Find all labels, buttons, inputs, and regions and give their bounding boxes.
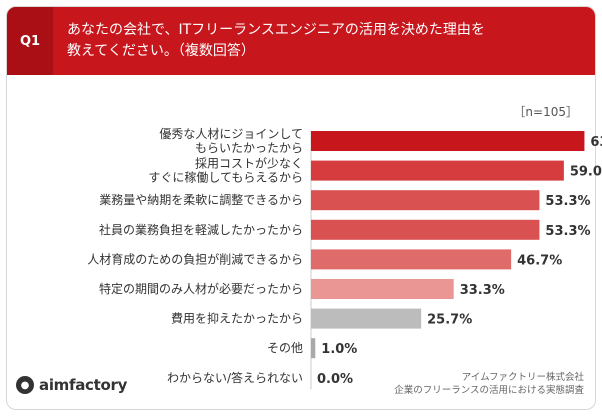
chart-category-label-line: 社員の業務負担を軽減したかったから (99, 222, 303, 237)
chart-bar (311, 308, 422, 329)
chart-value-label: 1.0% (321, 342, 357, 357)
question-line-2: 教えてください。（複数回答） (67, 43, 255, 59)
brand-logo: ● aimfactory (16, 376, 127, 394)
chart-category-label: その他 (267, 341, 303, 355)
chart-bar (311, 249, 512, 270)
chart-category-label: 優秀な人材にジョインしてもらいたかったから (159, 127, 303, 155)
chart-category-label-line: わからない/答えられない (167, 370, 303, 385)
source-credit: アイムファクトリー株式会社 企業のフリーランスの活用における実態調査 (394, 371, 584, 397)
chart-value-label: 33.3% (460, 283, 505, 298)
chart-bar (311, 160, 564, 181)
chart-category-label-line: 費用を抑えたかったから (171, 311, 303, 326)
question-text: あなたの会社で、ITフリーランスエンジニアの活用を決めた理由を 教えてください。… (67, 20, 567, 62)
chart-category-label: 費用を抑えたかったから (171, 311, 303, 326)
question-header: Q1 あなたの会社で、ITフリーランスエンジニアの活用を決めた理由を 教えてくだ… (7, 7, 595, 75)
chart-value-label: 59.0% (570, 165, 602, 180)
chart-category-label: 業務量や納期を柔軟に調整できるから (99, 192, 303, 207)
source-survey: 企業のフリーランスの活用における実態調査 (394, 385, 584, 396)
chart-category-label-line: 特定の期間のみ人材が必要だったから (99, 281, 303, 296)
chart-bar (311, 338, 316, 359)
question-number: Q1 (7, 7, 53, 75)
chart-category-label-line: 優秀な人材にジョインして (159, 127, 303, 141)
chart-category-label-line: 採用コストが少なく (195, 156, 303, 171)
question-line-1: あなたの会社で、ITフリーランスエンジニアの活用を決めた理由を (67, 22, 485, 38)
chart-category-label-line: 人材育成のための負担が削減できるから (87, 251, 303, 266)
elephant-icon: ● (16, 376, 34, 394)
chart-category-label-line: その他 (267, 341, 303, 355)
chart-value-label: 63.8% (590, 135, 602, 150)
chart-value-label: 46.7% (517, 253, 562, 268)
chart-value-label: 53.3% (545, 194, 590, 209)
chart-bar (311, 219, 540, 240)
chart-category-label-line: すぐに稼働してもらえるから (148, 170, 303, 185)
chart-category-label: 採用コストが少なくすぐに稼働してもらえるから (148, 156, 303, 185)
chart-category-label: わからない/答えられない (167, 370, 303, 385)
chart-value-label: 25.7% (427, 313, 472, 328)
chart-value-label: 0.0% (317, 372, 353, 387)
chart-category-label: 社員の業務負担を軽減したかったから (99, 222, 303, 237)
chart-category-label: 人材育成のための負担が削減できるから (87, 251, 303, 266)
source-company: アイムファクトリー株式会社 (461, 372, 584, 383)
chart-bar (311, 131, 585, 151)
chart-bar (311, 190, 540, 211)
brand-name: aimfactory (39, 376, 128, 394)
chart-category-label: 特定の期間のみ人材が必要だったから (99, 281, 303, 296)
sample-size-label: ［n=105］ (513, 105, 578, 119)
chart-bar (311, 279, 454, 299)
chart-value-label: 53.3% (545, 224, 590, 239)
chart-category-label-line: もらいたかったから (195, 141, 303, 155)
chart-category-label-line: 業務量や納期を柔軟に調整できるから (99, 192, 303, 207)
